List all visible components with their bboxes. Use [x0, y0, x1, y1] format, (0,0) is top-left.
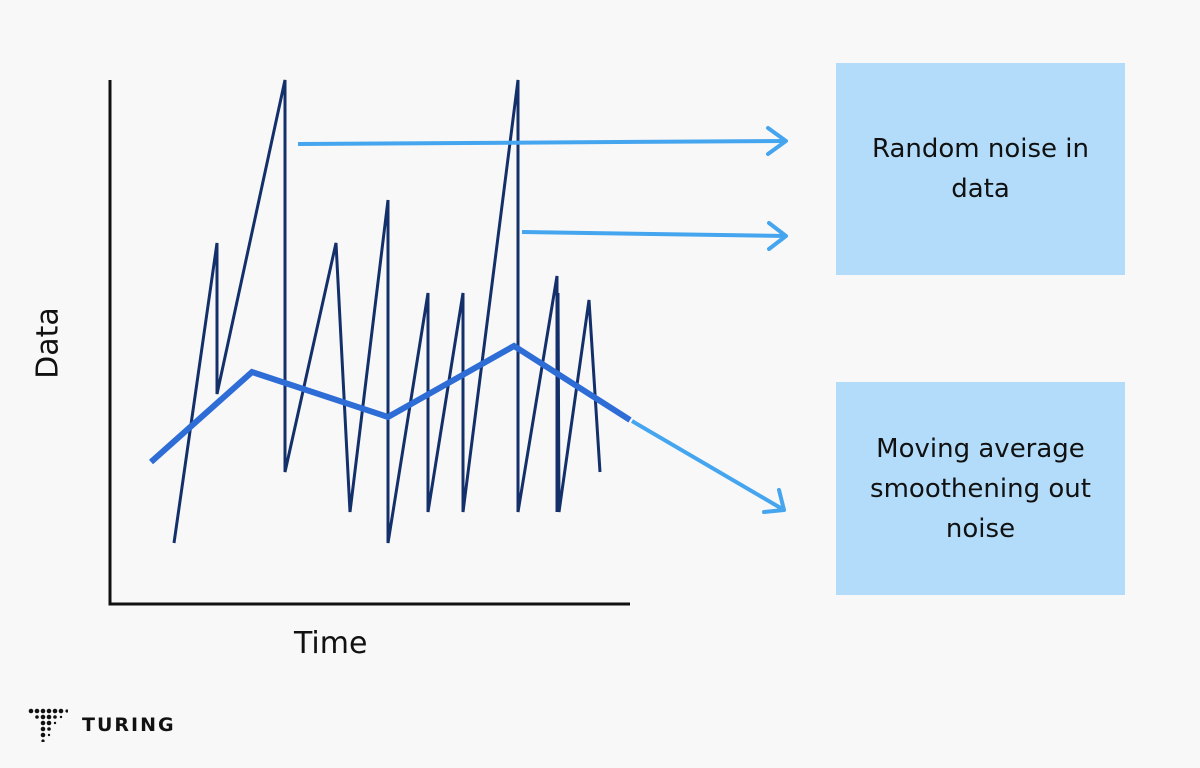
arrow-to-moving-average-box: [630, 419, 786, 514]
y-axis-label: Data: [30, 307, 66, 379]
turing-logo-icon: [28, 708, 68, 742]
arrow-to-noise-box-2: [521, 221, 788, 251]
arrow-to-noise-box-1: [297, 126, 788, 156]
noise-data-line: [172, 79, 602, 544]
moving-average-box: Moving average smoothening out noise: [836, 382, 1125, 595]
x-axis-label: Time: [294, 626, 368, 661]
axes: [108, 80, 630, 606]
turing-logo-text: TURING: [82, 714, 176, 736]
moving-average-line: [149, 342, 632, 465]
random-noise-box: Random noise in data: [836, 63, 1125, 275]
turing-logo: TURING: [28, 708, 176, 742]
